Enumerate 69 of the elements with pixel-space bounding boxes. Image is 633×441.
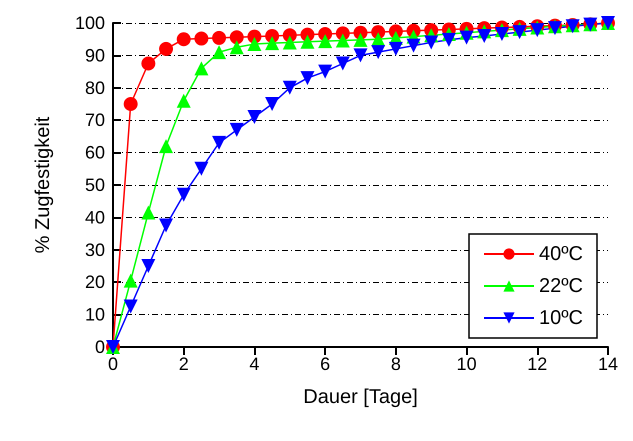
x-tick-label: 0 [108,354,118,374]
point [512,25,527,40]
y-tick-label: 40 [84,207,105,228]
point [176,32,191,46]
y-tick-label: 20 [84,272,105,292]
point [141,56,156,70]
point [230,30,244,44]
point [124,274,138,288]
point [159,42,174,56]
point [176,94,191,108]
y-tick-label: 100 [74,13,105,33]
point [247,37,262,52]
x-tick-label: 10 [456,354,477,374]
point [477,28,492,43]
point [124,97,138,111]
point [424,35,438,50]
x-axis-title: Dauer [Tage] [303,386,418,408]
point [371,45,386,60]
point [318,64,332,79]
point [247,110,262,124]
point [530,23,544,38]
point [124,300,138,314]
legend-label: 40ºC [539,243,584,265]
point [388,42,403,56]
point [194,61,208,76]
x-tick-label: 4 [249,354,260,374]
y-tick-label: 30 [84,240,105,260]
point [318,34,332,48]
point [354,32,368,47]
x-tick-label: 2 [178,354,189,374]
x-tick-label: 6 [320,354,330,374]
point [194,32,208,46]
point [159,139,174,154]
x-tick-label: 14 [598,354,618,374]
point [212,30,226,45]
point [141,259,156,273]
point [300,71,314,86]
point [336,33,350,48]
point [212,45,226,60]
y-tick-label: 10 [84,304,105,325]
point [212,136,226,150]
point [282,80,297,95]
y-tick-label: 0 [94,337,105,357]
y-tick-label: 50 [84,175,105,195]
point [194,162,208,176]
legend-label: 22ºC [539,275,584,297]
point [494,27,509,42]
point [282,35,297,50]
x-tick-label: 12 [527,354,548,374]
point [300,34,314,49]
point [141,206,156,220]
point [265,97,280,111]
point [176,188,191,202]
point [354,48,368,62]
x-tick-label: 8 [390,354,401,374]
y-tick-label: 90 [84,45,105,66]
point [460,30,474,45]
point [442,32,456,47]
point [406,38,421,53]
legend-label: 10ºC [539,307,584,329]
point [230,40,244,54]
y-tick-label: 80 [84,78,105,98]
point [265,36,280,50]
point [336,56,350,70]
point [159,218,174,232]
point [230,122,244,137]
y-axis-title: % Zugfestigkeit [32,116,54,254]
y-tick-label: 70 [84,110,105,130]
y-tick-label: 60 [84,142,105,163]
